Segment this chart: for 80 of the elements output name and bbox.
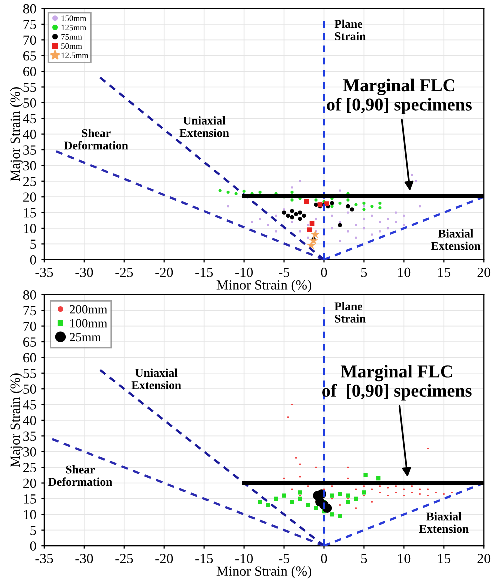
y-tick-label: 30 — [24, 161, 36, 171]
y-tick-label: 25 — [24, 463, 36, 473]
y-tick-label: 10 — [24, 224, 36, 234]
y-tick-label: 70 — [24, 322, 36, 332]
x-tick-label: -30 — [76, 554, 94, 564]
x-tick-label: 0 — [321, 554, 328, 564]
y-tick-label: 80 — [23, 4, 36, 14]
x-tick-label: 10 — [398, 554, 411, 564]
annotation: Uniaxial Extension — [132, 368, 182, 390]
y-tick-label: 60 — [24, 67, 36, 76]
annotation: Biaxial Extension — [419, 512, 469, 534]
y-tick-label: 45 — [23, 400, 36, 410]
x-tick-label: 5 — [362, 554, 368, 564]
legend-label: 200mm — [70, 305, 108, 314]
y-tick-label: 55 — [24, 82, 36, 92]
y-tick-label: 40 — [23, 416, 36, 426]
y-tick-label: 75 — [24, 20, 36, 30]
x-tick-label: 20 — [478, 268, 491, 278]
x-tick-label: -30 — [76, 268, 94, 278]
y-tick-label: 5 — [30, 240, 36, 250]
y-tick-label: 0 — [30, 255, 36, 265]
x-tick-label: -20 — [156, 268, 174, 278]
y-tick-label: 65 — [24, 51, 36, 61]
y-tick-label: 15 — [24, 208, 36, 218]
x-tick-label: -10 — [236, 268, 254, 278]
x-tick-label: -10 — [236, 554, 254, 564]
x-tick-label: 15 — [438, 554, 451, 564]
x-axis-title: Minor Strain (%) — [216, 566, 312, 579]
y-tick-label: 70 — [24, 36, 36, 46]
x-tick-label: -15 — [196, 268, 214, 278]
y-tick-label: 20 — [24, 478, 36, 488]
annotation: Biaxial Extension — [431, 230, 481, 250]
y-tick-label: 25 — [24, 177, 36, 186]
y-tick-label: 80 — [23, 290, 36, 300]
x-tick-label: -5 — [279, 554, 290, 564]
x-tick-label: -5 — [279, 268, 290, 278]
x-tick-label: -20 — [156, 554, 174, 564]
legend-label: 75mm — [62, 34, 82, 40]
x-tick-label: 20 — [478, 554, 491, 564]
legend-label: 12.5mm — [62, 52, 89, 58]
y-tick-label: 20 — [24, 192, 36, 202]
x-tick-label: -35 — [36, 268, 54, 278]
annotation: Shear Deformation — [64, 129, 128, 150]
y-tick-label: 35 — [24, 146, 36, 155]
annotation: Plane Strain — [334, 20, 366, 40]
annotation: Marginal FLC of [0,90] specimens — [322, 365, 472, 401]
y-tick-label: 40 — [23, 130, 36, 140]
x-tick-label: -25 — [116, 268, 134, 278]
y-tick-label: 65 — [24, 338, 36, 347]
y-tick-label: 60 — [24, 353, 36, 363]
legend-label: 25mm — [70, 333, 102, 342]
x-axis-title: Minor Strain (%) — [216, 280, 312, 293]
annotation: Shear Deformation — [48, 465, 112, 486]
legend-label: 100mm — [70, 319, 108, 328]
y-tick-label: 30 — [24, 447, 36, 457]
annotation: Uniaxial Extension — [180, 116, 230, 138]
x-tick-label: 5 — [362, 268, 368, 278]
y-tick-label: 0 — [30, 542, 36, 551]
y-axis-title: Major Strain (%) — [10, 374, 23, 468]
y-tick-label: 15 — [24, 494, 36, 504]
annotation: Plane Strain — [334, 302, 366, 323]
y-tick-label: 10 — [24, 510, 36, 520]
legend-label: 50mm — [62, 44, 82, 50]
legend-label: 150mm — [62, 16, 86, 22]
y-tick-label: 55 — [24, 369, 36, 378]
x-tick-label: 0 — [321, 268, 328, 278]
x-tick-label: -35 — [36, 554, 54, 564]
x-tick-label: 10 — [398, 268, 411, 278]
y-tick-label: 5 — [30, 526, 36, 536]
y-tick-label: 50 — [24, 98, 36, 108]
x-tick-label: -25 — [116, 554, 134, 564]
x-tick-label: 15 — [438, 268, 451, 278]
x-tick-label: -15 — [196, 554, 214, 564]
y-tick-label: 45 — [23, 114, 36, 124]
legend-label: 125mm — [62, 25, 86, 31]
annotation: Marginal FLC of [0,90] specimens — [327, 78, 472, 115]
y-tick-label: 35 — [24, 432, 36, 442]
y-tick-label: 50 — [24, 384, 36, 394]
y-tick-label: 75 — [24, 306, 36, 316]
y-axis-title: Major Strain (%) — [10, 87, 23, 182]
